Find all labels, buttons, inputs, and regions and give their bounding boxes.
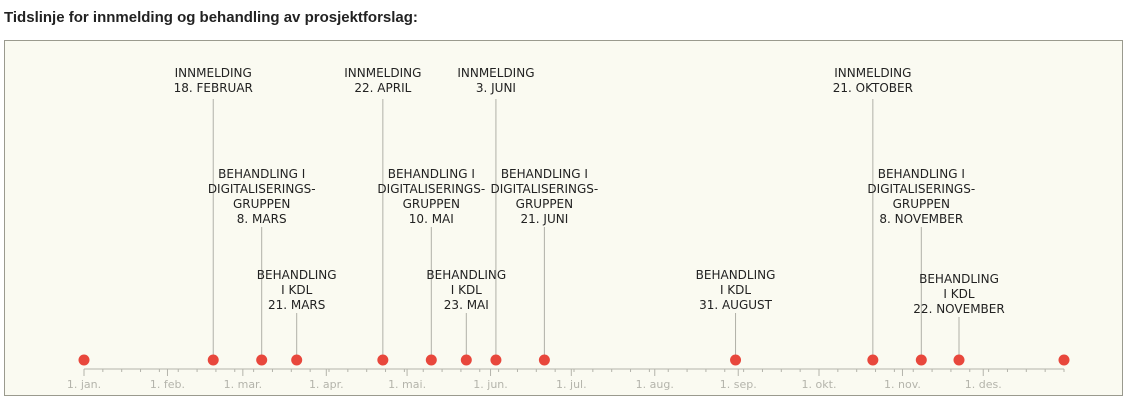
event-dot [490,354,502,366]
event-label-line: GRUPPEN [233,197,290,211]
axis-tick-label: 1. jul. [556,378,587,391]
event-label: INNMELDING 18. FEBRUAR [174,66,253,95]
event-label: BEHANDLING I DIGITALISERINGS-GRUPPEN 10. M… [377,167,485,226]
event-label-line: I KDL [281,283,312,297]
event-label-line: BEHANDLING I [218,167,305,181]
axis-tick-label: 1. apr. [309,378,344,391]
event-label-line: I KDL [720,283,751,297]
axis-tick-label: 1. mar. [224,378,262,391]
event-label: BEHANDLING I DIGITALISERINGS-GRUPPEN 21. J… [491,167,599,226]
event-label-line: 21. JUNI [521,212,569,226]
page-title: Tidslinje for innmelding og behandling a… [4,9,418,26]
event-label-line: INNMELDING [457,66,534,80]
event-label-line: BEHANDLING [257,268,337,282]
event-label-line: 18. FEBRUAR [174,81,253,95]
event-label-line: 3. JUNI [476,81,516,95]
event-label-line: 22. APRIL [354,81,411,95]
event-label-line: DIGITALISERINGS- [867,182,975,196]
event-label-line: BEHANDLING I [388,167,475,181]
event-label-line: DIGITALISERINGS- [208,182,316,196]
axis-tick-label: 1. feb. [150,378,185,391]
event-label-line: GRUPPEN [893,197,950,211]
axis-tick-label: 1. aug. [636,378,674,391]
axis-tick-label: 1. des. [965,378,1002,391]
timeline-svg: 1. jan. 1. feb. 1. mar. 1. apr. 1. mai. 1. ju… [67,66,1070,391]
timeline-endpoint-dot [78,354,90,366]
event-label-line: BEHANDLING [426,268,506,282]
event-label-line: INNMELDING [834,66,911,80]
event-dot [460,354,472,366]
event-label-line: 22. NOVEMBER [913,302,1004,316]
event-dot [953,354,965,366]
event-label: BEHANDLING I KDL 21. MARS [257,268,337,312]
event-label: INNMELDING 3. JUNI [457,66,534,95]
axis-tick-label: 1. jun. [473,378,508,391]
axis-tick-label: 1. nov. [884,378,921,391]
event-dot [207,354,219,366]
event-label-line: 8. NOVEMBER [879,212,963,226]
event-label-line: 31. AUGUST [699,298,773,312]
event-label: INNMELDING 22. APRIL [344,66,421,95]
event-dot [256,354,268,366]
event-label-line: 8. MARS [237,212,287,226]
axis-tick-label: 1. jan. [67,378,101,391]
event-label-line: I KDL [943,287,974,301]
event-dot [538,354,550,366]
event-label-line: INNMELDING [175,66,252,80]
event-label-line: GRUPPEN [403,197,460,211]
timeline-panel: 1. jan. 1. feb. 1. mar. 1. apr. 1. mai. 1. ju… [4,40,1123,396]
axis-tick-label: 1. mai. [388,378,426,391]
event-label-line: INNMELDING [344,66,421,80]
event-label-line: I KDL [451,283,482,297]
event-label-line: DIGITALISERINGS- [377,182,485,196]
event-label-line: GRUPPEN [516,197,573,211]
event-label-line: BEHANDLING I [501,167,588,181]
event-label-line: BEHANDLING [919,272,999,286]
event-label-line: DIGITALISERINGS- [491,182,599,196]
event-dot [425,354,437,366]
event-label: BEHANDLING I KDL 31. AUGUST [696,268,776,312]
event-label: INNMELDING 21. OKTOBER [833,66,913,95]
event-label-line: 21. MARS [268,298,325,312]
event-dot [867,354,879,366]
timeline-endpoint-dot [1058,354,1070,366]
event-label-line: BEHANDLING [696,268,776,282]
event-label: BEHANDLING I KDL 22. NOVEMBER [913,272,1004,316]
event-label: BEHANDLING I KDL 23. MAI [426,268,506,312]
axis-tick-label: 1. sep. [720,378,757,391]
event-label: BEHANDLING I DIGITALISERINGS-GRUPPEN 8. MA… [208,167,316,226]
event-label-line: BEHANDLING I [878,167,965,181]
event-label-line: 10. MAI [409,212,454,226]
event-dot [730,354,742,366]
event-label-line: 23. MAI [444,298,489,312]
event-dot [915,354,927,366]
axis-tick-label: 1. okt. [802,378,837,391]
event-dot [377,354,389,366]
event-label-line: 21. OKTOBER [833,81,913,95]
event-label: BEHANDLING I DIGITALISERINGS-GRUPPEN 8. NO… [867,167,975,226]
event-dot [291,354,303,366]
